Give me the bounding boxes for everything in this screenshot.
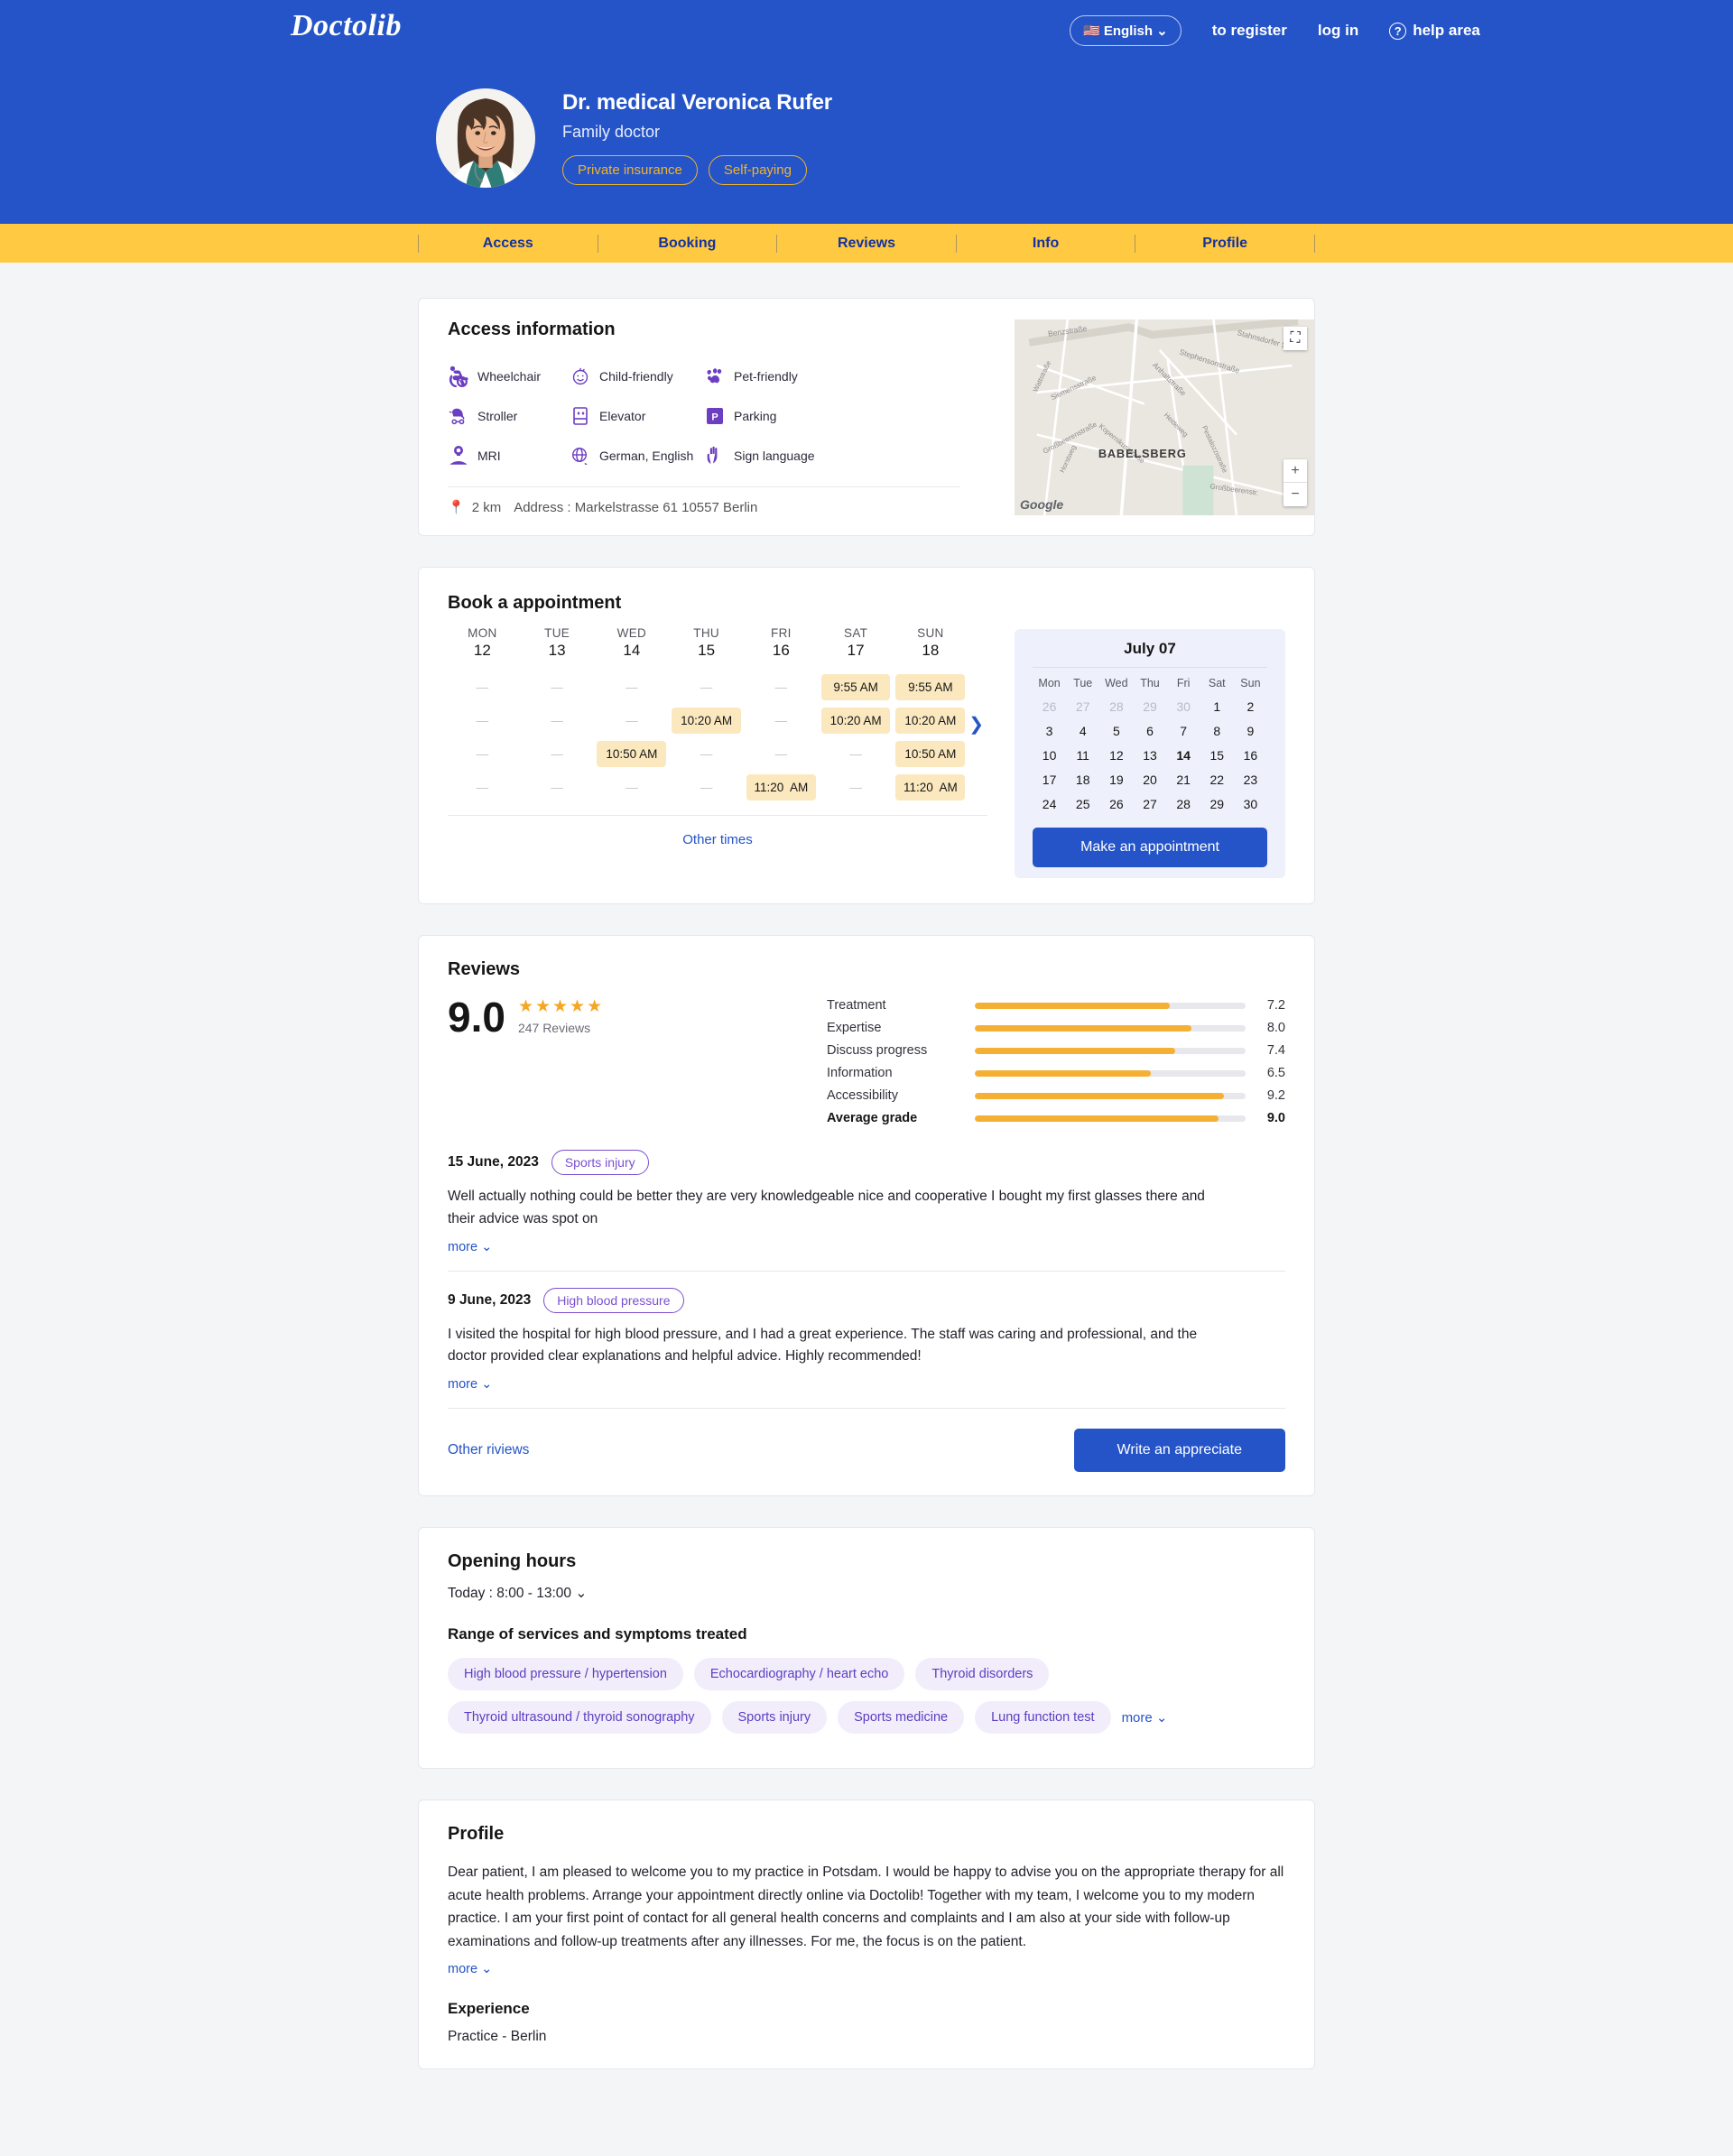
svg-text:P: P xyxy=(711,412,718,423)
svg-text:BABELSBERG: BABELSBERG xyxy=(1098,447,1187,460)
